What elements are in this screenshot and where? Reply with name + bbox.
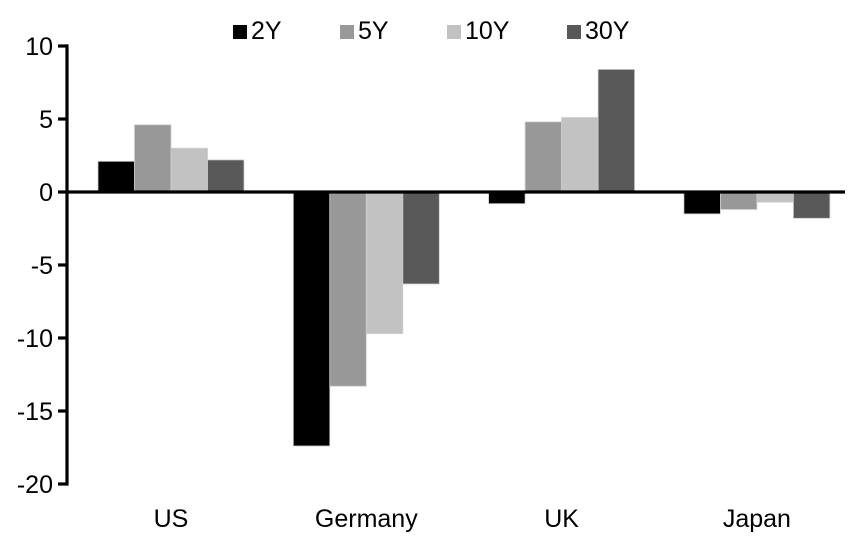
y-tick-label: -15 [17,398,53,426]
y-tick-label: -20 [17,471,53,499]
x-category-label: Japan [723,505,791,533]
x-category-label: UK [544,505,579,533]
bar-germany-2y [292,191,331,447]
bar-us-2y [97,160,135,193]
bar-japan-2y [683,191,721,215]
bar-uk-10y [561,117,599,193]
legend-label-5y: 5Y [358,17,389,45]
bar-japan-30y [793,191,831,219]
bar-japan-5y [720,191,758,210]
bar-germany-30y [402,191,440,285]
x-category-label: US [154,505,189,533]
y-tick-label: 0 [39,179,53,207]
x-category-label: Germany [315,505,418,533]
legend-swatch-2y [233,25,247,39]
legend-swatch-5y [340,25,354,39]
y-tick-label: 10 [25,33,53,61]
bar-germany-5y [329,191,367,387]
bar-uk-5y [524,121,562,193]
legend-swatch-30y [567,25,581,39]
legend-swatch-10y [447,25,461,39]
bar-germany-10y [365,191,404,335]
y-tick-label: -5 [31,252,53,280]
legend-label-2y: 2Y [251,17,282,45]
bar-us-10y [170,147,208,193]
bar-us-30y [207,159,245,193]
legend-label-10y: 10Y [465,17,510,45]
legend-label-30y: 30Y [585,17,630,45]
y-tick-label: -10 [17,325,53,353]
bar-us-5y [134,124,172,193]
y-tick-label: 5 [39,106,53,134]
bar-uk-2y [488,191,526,205]
bar-uk-30y [597,69,635,193]
